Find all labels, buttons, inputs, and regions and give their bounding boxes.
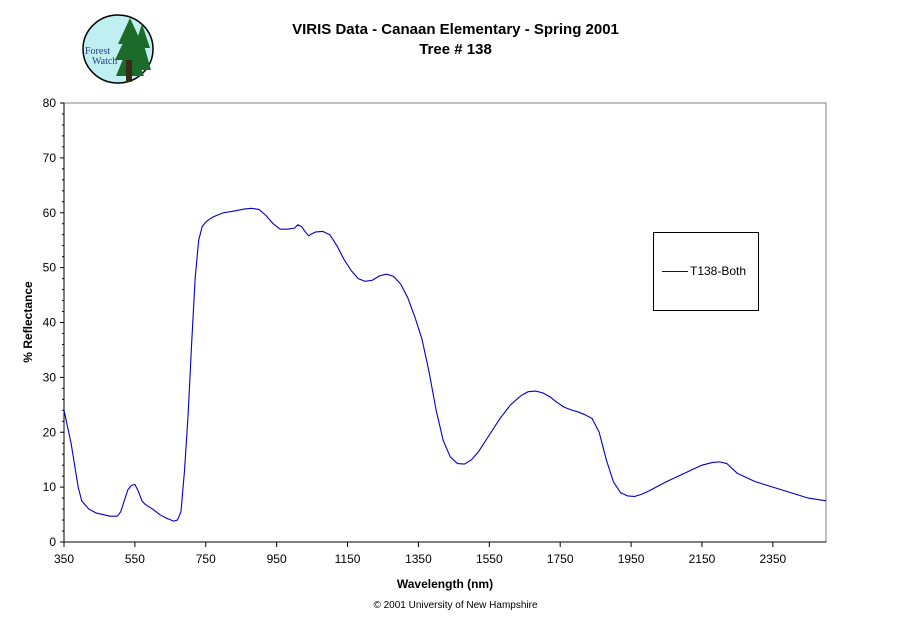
y-tick-label: 20 (43, 425, 57, 439)
x-tick-label: 2350 (759, 552, 786, 566)
y-axis-label: % Reflectance (21, 281, 35, 363)
y-tick-label: 40 (43, 316, 57, 330)
x-tick-label: 2150 (689, 552, 716, 566)
legend-label: T138-Both (690, 264, 747, 278)
chart-title: VIRIS Data - Canaan Elementary - Spring … (292, 21, 619, 38)
chart-subtitle: Tree # 138 (419, 41, 492, 58)
x-axis: 350 550 750 950 1150 1350 1550 1750 1950 2150 2350 (54, 542, 787, 566)
x-tick-label: 350 (54, 552, 74, 566)
x-tick-label: 1150 (335, 552, 361, 566)
x-tick-label: 1350 (405, 552, 432, 566)
logo-text-watch: Watch (92, 56, 117, 67)
y-tick-label: 0 (49, 535, 56, 549)
x-tick-label: 1750 (547, 552, 574, 566)
forest-watch-logo: Forest Watch (82, 14, 154, 84)
x-tick-label: 550 (125, 552, 145, 566)
y-tick-label: 30 (43, 370, 57, 384)
y-axis: 0 10 20 30 40 50 60 70 80 (43, 96, 64, 549)
logo-text-forest: Forest (85, 46, 110, 57)
legend-swatch (662, 271, 688, 272)
x-tick-label: 750 (196, 552, 216, 566)
x-tick-label: 950 (267, 552, 287, 566)
y-tick-label: 60 (43, 206, 57, 220)
x-tick-label: 1950 (618, 552, 645, 566)
y-tick-label: 50 (43, 261, 57, 275)
plot-area (63, 102, 827, 543)
legend: T138-Both (653, 232, 759, 311)
series-group (63, 207, 827, 522)
copyright-notice: © 2001 University of New Hampshire (373, 600, 538, 611)
x-tick-label: 1550 (476, 552, 503, 566)
series-line-t138-both (63, 207, 827, 522)
y-tick-label: 10 (43, 480, 57, 494)
logo-tree-icon (115, 18, 151, 76)
y-tick-label: 70 (43, 151, 57, 165)
plot-border (63, 102, 827, 543)
x-axis-label: Wavelength (nm) (397, 577, 493, 591)
y-tick-label: 80 (43, 96, 57, 110)
